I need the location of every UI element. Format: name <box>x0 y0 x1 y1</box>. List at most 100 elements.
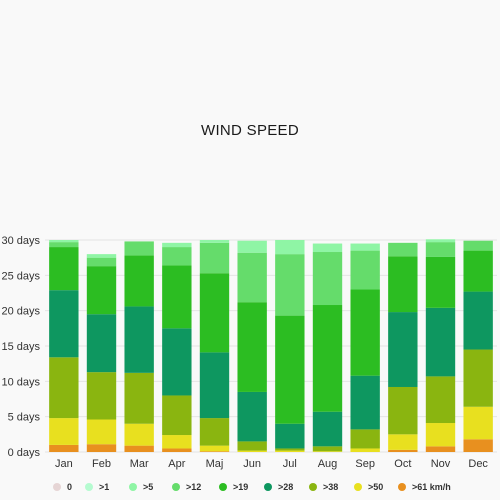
bar-segment <box>463 406 493 440</box>
x-tick-label: Maj <box>206 458 224 470</box>
x-tick-label: Oct <box>394 458 411 470</box>
bar-segment <box>237 302 267 392</box>
bar-segment <box>124 445 154 452</box>
legend-swatch <box>354 483 362 491</box>
bar-segment <box>237 252 267 303</box>
bar-segment <box>124 423 154 446</box>
bar-segment <box>199 242 230 274</box>
bar-segment <box>388 386 418 435</box>
bar-segment <box>388 242 418 257</box>
bar-segment <box>86 372 117 420</box>
bar-segment <box>350 289 380 376</box>
bar-segment <box>312 411 343 447</box>
y-tick-label: 20 days <box>1 306 40 318</box>
bar-segment <box>350 429 380 449</box>
x-tick-label: Apr <box>168 458 185 470</box>
bar-segment <box>425 376 456 424</box>
bar-segment <box>275 450 305 452</box>
bar-segment <box>425 256 456 308</box>
legend-swatch <box>398 483 406 491</box>
x-tick-label: Sep <box>355 458 375 470</box>
bar-segment <box>350 250 380 290</box>
bar-segment <box>275 315 305 424</box>
y-tick-label: 10 days <box>1 376 40 388</box>
bar-segment <box>275 240 305 255</box>
bar-segment <box>312 252 343 306</box>
legend-swatch <box>85 483 93 491</box>
bars <box>49 239 493 452</box>
legend-item: >1 <box>85 482 109 492</box>
bar-segment <box>49 240 79 243</box>
legend-label: >5 <box>143 482 153 492</box>
bar-segment <box>312 305 343 412</box>
legend-swatch <box>129 483 137 491</box>
bar-segment <box>312 446 343 452</box>
bar-segment <box>350 375 380 430</box>
bar-segment <box>275 423 305 449</box>
y-tick-label: 15 days <box>1 341 40 353</box>
bar-segment <box>425 446 456 452</box>
legend-item: >19 <box>219 482 248 492</box>
legend-label: >12 <box>186 482 201 492</box>
bar-segment <box>199 418 230 446</box>
grid <box>45 239 497 453</box>
bar-segment <box>162 435 192 449</box>
bar-segment <box>463 250 493 292</box>
bar-segment <box>237 441 267 451</box>
bar-segment <box>199 273 230 353</box>
bar-segment <box>49 290 79 358</box>
bar-segment <box>162 265 192 329</box>
bar-segment <box>425 239 456 243</box>
bar-segment <box>463 349 493 407</box>
legend-item: 0 <box>53 482 72 492</box>
bar-segment <box>49 357 79 419</box>
bar-segment <box>124 255 154 307</box>
bar-segment <box>86 444 117 452</box>
bar-segment <box>275 448 305 451</box>
y-tick-label: 25 days <box>1 270 40 282</box>
bar-segment <box>199 240 230 243</box>
bar-segment <box>425 423 456 447</box>
bar-segment <box>49 418 79 445</box>
bar-segment <box>237 450 267 452</box>
legend-item: >50 <box>354 482 383 492</box>
bar-segment <box>49 444 79 452</box>
bar-segment <box>49 247 79 291</box>
bar-segment <box>312 243 343 253</box>
legend-item: >28 <box>264 482 293 492</box>
x-tick-label: Aug <box>318 458 338 470</box>
legend-swatch <box>309 483 317 491</box>
x-tick-label: Jun <box>243 458 261 470</box>
bar-segment <box>388 449 418 452</box>
legend-swatch <box>53 483 61 491</box>
x-tick-label: Jan <box>55 458 73 470</box>
y-tick-label: 0 days <box>8 447 41 459</box>
bar-segment <box>463 291 493 350</box>
bar-segment <box>49 242 79 248</box>
bar-segment <box>425 242 456 257</box>
y-tick-label: 30 days <box>1 235 40 247</box>
legend-item: >5 <box>129 482 153 492</box>
legend-label: >50 <box>368 482 383 492</box>
legend: 0 >1 >5 >12 >19 >28 >38 >50 >61 km/h <box>53 482 451 492</box>
x-tick-label: Feb <box>92 458 111 470</box>
legend-item: >12 <box>172 482 201 492</box>
bar-segment <box>388 434 418 450</box>
legend-label: >19 <box>233 482 248 492</box>
bar-segment <box>162 242 192 248</box>
bar-segment <box>425 307 456 377</box>
x-tick-label: Jul <box>283 458 297 470</box>
x-tick-label: Dec <box>468 458 488 470</box>
bar-segment <box>199 352 230 419</box>
legend-label: >38 <box>323 482 338 492</box>
chart-title: WIND SPEED <box>200 122 299 139</box>
legend-swatch <box>219 483 227 491</box>
bar-segment <box>199 445 230 452</box>
x-axis: Jan Feb Mar Apr Maj Jun Jul Aug Sep Oct Nov Dec <box>55 458 488 470</box>
bar-segment <box>312 451 343 452</box>
bar-segment <box>86 266 117 315</box>
bar-segment <box>350 243 380 251</box>
bar-segment <box>162 395 192 436</box>
bar-segment <box>350 448 380 452</box>
x-tick-label: Nov <box>431 458 451 470</box>
